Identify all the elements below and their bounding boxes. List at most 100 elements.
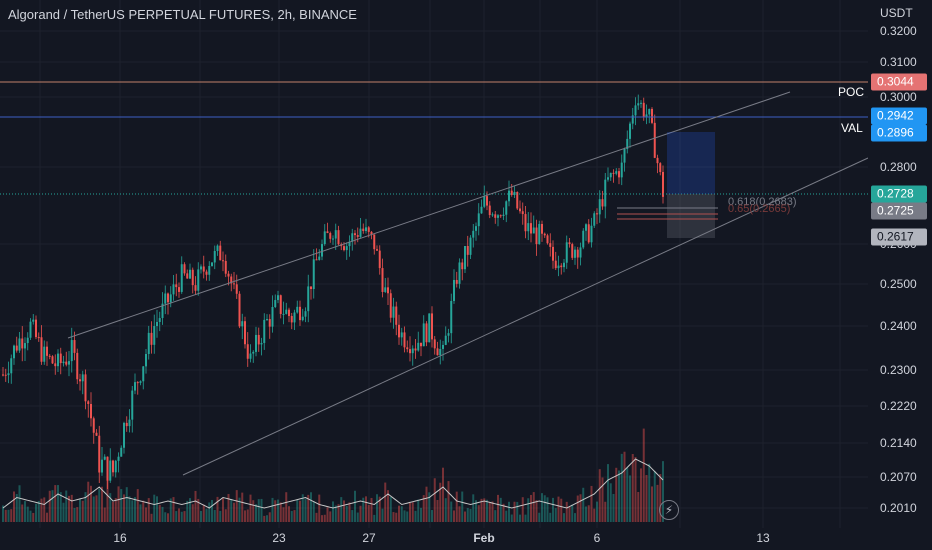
candle-body (505, 201, 508, 215)
volume-bar (656, 484, 659, 522)
candle-body (513, 191, 516, 195)
volume-bar (389, 496, 392, 522)
candle-body (587, 224, 590, 243)
candle-body (18, 338, 21, 351)
price-tick-label: 0.3000 (880, 90, 917, 104)
candle-body (406, 347, 409, 350)
candle-body (79, 379, 81, 382)
candle-body (519, 208, 521, 212)
volume-bar (224, 509, 227, 522)
candle-body (510, 190, 513, 195)
candle-body (70, 340, 73, 362)
candle-body (98, 435, 101, 473)
volume-bar (626, 467, 629, 522)
volume-bar (153, 494, 156, 522)
volume-bar (35, 503, 37, 522)
volume-bar (629, 475, 631, 522)
candle-body (183, 264, 186, 274)
candle-body (332, 238, 334, 240)
candle-body (585, 224, 587, 231)
candle-body (466, 246, 469, 255)
candles (2, 94, 664, 489)
candle-body (453, 279, 455, 302)
candle-body (268, 319, 271, 327)
candle-body (296, 306, 299, 313)
volume-bar (98, 488, 101, 522)
volume-bar (304, 498, 307, 522)
volume-bar (164, 512, 167, 522)
candle-body (109, 460, 112, 481)
candle-body (103, 456, 106, 460)
volume-bar (13, 491, 15, 522)
volume-bar (436, 499, 439, 522)
candle-body (73, 340, 76, 353)
volume-bar (48, 490, 51, 522)
candle-body (147, 332, 150, 354)
price-tick-label: 0.2400 (880, 319, 917, 333)
volume-bar (334, 505, 337, 522)
time-tick-label: 6 (593, 531, 601, 545)
volume-bar (519, 514, 521, 522)
volume-bar (549, 512, 552, 522)
candle-body (246, 344, 249, 359)
volume-bar (381, 508, 384, 522)
candle-body (345, 246, 348, 251)
volume-bar (73, 507, 76, 522)
candle-body (629, 123, 631, 139)
poc-label: POC (838, 85, 865, 99)
volume-bar (307, 494, 310, 522)
candle-body (172, 284, 175, 295)
long-position-target-zone (667, 132, 715, 194)
volume-bar (326, 507, 329, 522)
candle-body (535, 227, 538, 245)
candle-body (95, 432, 98, 436)
volume-bar (571, 504, 574, 522)
candle-body (2, 374, 4, 376)
candle-body (87, 401, 90, 404)
candle-body (648, 108, 651, 115)
volume-ma-line (2, 458, 664, 509)
volume-bar (645, 474, 648, 522)
candle-body (384, 287, 387, 292)
time-tick-label: 23 (272, 531, 286, 545)
volume-bar (274, 500, 277, 522)
volume-bar (543, 495, 546, 522)
volume-bar (268, 512, 271, 522)
candle-body (615, 171, 618, 174)
candle-body (486, 196, 488, 206)
lightning-bolt-icon[interactable]: ⚡ (659, 500, 679, 520)
volume-bar (351, 510, 354, 522)
volume-bar (464, 511, 466, 522)
volume-bar (285, 492, 288, 522)
volume-bar (279, 502, 282, 522)
volume-bar (406, 511, 409, 522)
candle-body (409, 349, 411, 354)
chart-title: Algorand / TetherUS PERPETUAL FUTURES, 2… (8, 7, 357, 22)
candle-body (411, 348, 414, 354)
candle-body (301, 316, 304, 321)
volume-bars (2, 428, 664, 522)
candle-body (378, 250, 381, 269)
candle-body (213, 251, 216, 263)
candle-body (563, 262, 565, 268)
candle-body (211, 262, 213, 266)
candle-body (491, 214, 494, 216)
volume-bar (29, 510, 32, 522)
volume-bar (442, 467, 444, 522)
volume-bar (312, 501, 315, 522)
volume-bar (18, 485, 21, 522)
volume-bar (417, 499, 420, 522)
candle-body (112, 460, 114, 473)
volume-bar (191, 504, 194, 522)
candle-body (326, 231, 329, 234)
volume-bar (145, 507, 147, 522)
volume-bar (227, 493, 230, 522)
candle-body (194, 285, 197, 291)
volume-bar (546, 497, 549, 522)
candle-body (266, 319, 268, 321)
volume-bar (576, 495, 579, 522)
volume-bar (604, 501, 607, 522)
volume-bar (54, 485, 57, 522)
candle-body (15, 345, 18, 351)
